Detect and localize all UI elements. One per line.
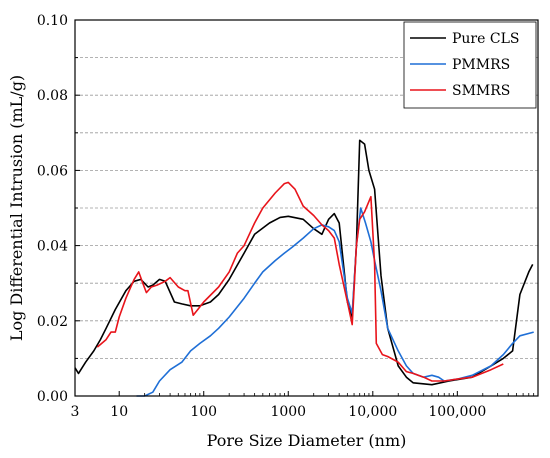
x-axis-title: Pore Size Diameter (nm)	[207, 431, 407, 450]
series-line	[96, 181, 504, 382]
legend: Pure CLS PMMRS SMMRS	[403, 21, 537, 109]
legend-box	[403, 21, 537, 109]
y-tick-label: 0.04	[37, 239, 68, 255]
series-line	[74, 139, 534, 386]
y-axis-ticks: 0.00 0.02 0.04 0.06 0.08 0.10	[37, 13, 80, 405]
x-tick-label: 10	[110, 404, 128, 420]
legend-entry: SMMRS	[452, 83, 510, 99]
x-tick-label: 10,000	[348, 404, 397, 420]
x-tick-label: 1000	[270, 404, 306, 420]
legend-entry: PMMRS	[452, 57, 510, 73]
x-tick-label: 3	[71, 404, 80, 420]
x-axis-ticks: 3 10 100 1000 10,000 100,000	[71, 391, 535, 420]
x-tick-label: 100,000	[428, 404, 486, 420]
y-axis-title: Log Differential Intrusion (mL/g)	[7, 75, 26, 341]
series-line	[136, 207, 534, 397]
y-tick-label: 0.08	[37, 88, 68, 104]
legend-entry: Pure CLS	[452, 31, 519, 47]
y-tick-label: 0.00	[37, 389, 68, 405]
series-lines	[74, 139, 534, 397]
y-tick-label: 0.10	[37, 13, 68, 29]
y-tick-label: 0.06	[37, 163, 68, 179]
y-tick-label: 0.02	[37, 314, 68, 330]
x-tick-label: 100	[190, 404, 217, 420]
